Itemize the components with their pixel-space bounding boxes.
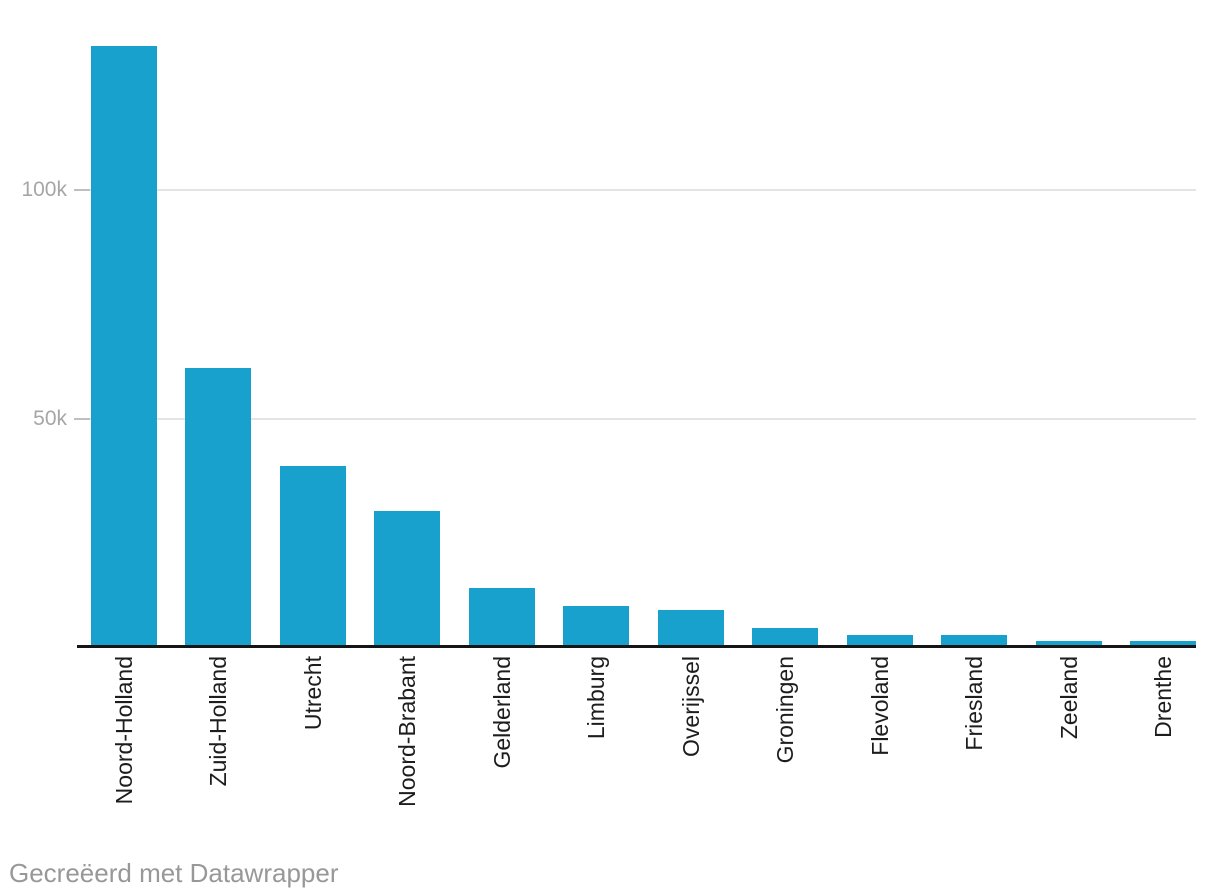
x-axis-line (77, 645, 1196, 648)
bar-utrecht (279, 465, 346, 646)
credit-text: Gecreëerd met Datawrapper (9, 858, 339, 888)
bar-noord-brabant (374, 511, 441, 646)
y-tick-label-100k: 100k (21, 177, 67, 201)
x-label-gelderland: Gelderland (488, 656, 515, 769)
bar-gelderland (468, 587, 535, 646)
bar-flevoland (846, 634, 913, 646)
bar-drenthe (1129, 640, 1196, 646)
y-tick-mark (74, 188, 90, 191)
bar-zuid-holland (185, 367, 252, 646)
x-label-limburg: Limburg (583, 656, 610, 740)
x-label-groningen: Groningen (772, 656, 799, 764)
x-label-noord-holland: Noord-Holland (111, 656, 137, 805)
x-label-overijssel: Overijssel (677, 656, 704, 757)
bar-noord-holland (91, 45, 157, 646)
bar-friesland (941, 635, 1008, 646)
x-label-flevoland: Flevoland (866, 656, 893, 756)
x-label-drenthe: Drenthe (1149, 656, 1176, 738)
x-label-friesland: Friesland (961, 656, 988, 751)
x-label-zeeland: Zeeland (1055, 656, 1082, 740)
bar-zeeland (1035, 640, 1102, 646)
x-label-zuid-holland: Zuid-Holland (205, 656, 232, 787)
x-label-noord-brabant: Noord-Brabant (394, 656, 421, 807)
y-tick-mark (74, 417, 90, 420)
x-label-utrecht: Utrecht (299, 656, 326, 731)
bar-limburg (563, 606, 630, 646)
chart-credit: Gecreëerd met Datawrapper (9, 858, 338, 889)
gridline-100k (74, 188, 1196, 191)
y-tick-label-50k: 50k (33, 406, 67, 430)
bar-overijssel (657, 609, 724, 646)
gridline-50k (74, 417, 1196, 420)
bar-groningen (752, 628, 819, 646)
